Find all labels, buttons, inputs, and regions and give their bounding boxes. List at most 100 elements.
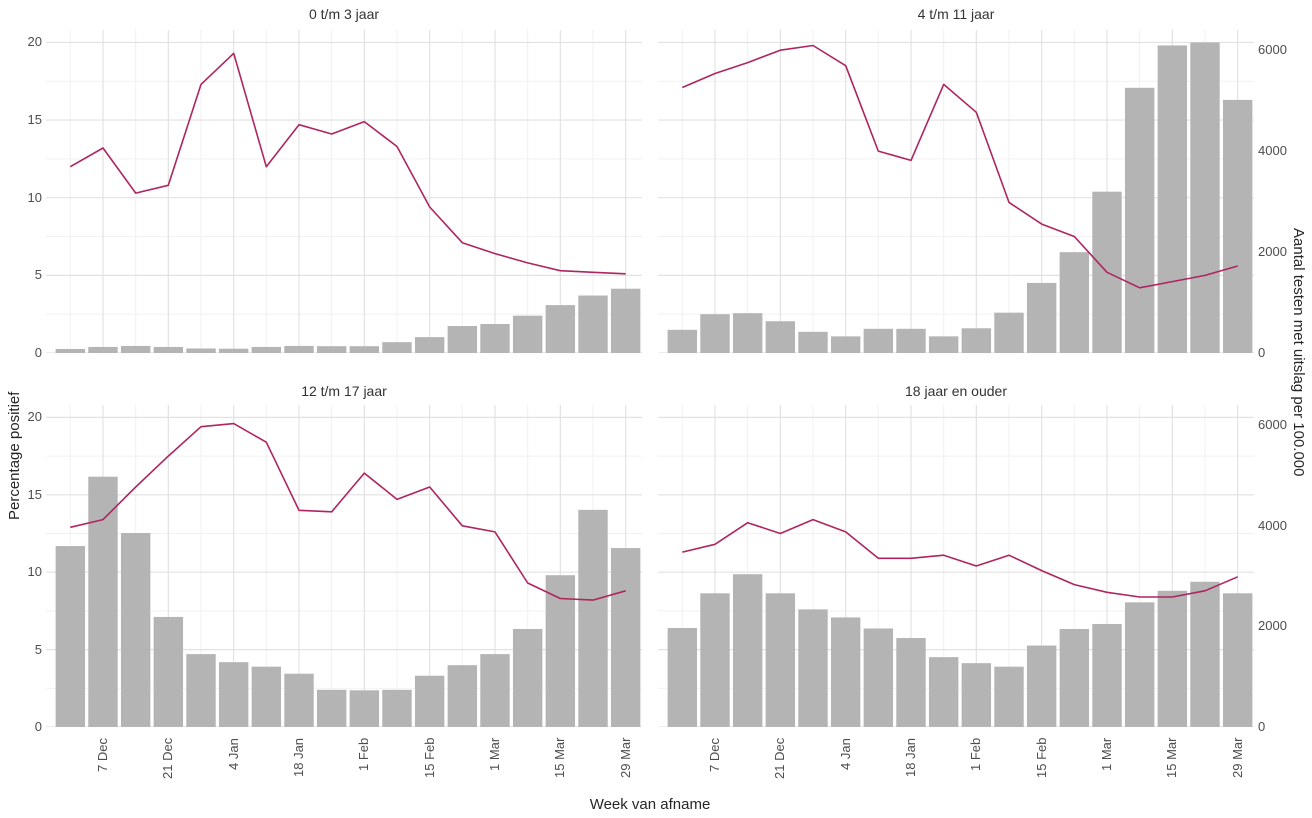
tests-bar [1222, 99, 1253, 353]
tests-bar [961, 663, 992, 727]
tests-bar [382, 342, 412, 353]
y-left-tick-label: 0 [34, 719, 42, 734]
x-tick-label: 21 Dec [772, 738, 787, 780]
tests-bar [1124, 602, 1155, 727]
tests-bar [120, 345, 151, 353]
facet-panel [658, 30, 1254, 353]
tests-bar [545, 305, 576, 353]
panel-plot [46, 405, 642, 727]
tests-bar [512, 315, 543, 353]
tests-bar [284, 345, 314, 353]
y-left-tick-label: 5 [34, 642, 42, 657]
facet-title: 12 t/m 17 jaar [301, 383, 387, 399]
y-right-tick-label: 2000 [1258, 244, 1287, 259]
x-tick-label: 7 Dec [707, 738, 722, 772]
y-right-tick-label: 4000 [1258, 518, 1287, 533]
y-left-tick-label: 5 [34, 267, 42, 282]
pct-positief-line [70, 422, 626, 601]
y-left-tick-label: 15 [27, 112, 42, 127]
x-tick-label: 29 Mar [618, 738, 633, 779]
tests-bar [1190, 42, 1220, 353]
tests-bar [578, 509, 608, 727]
y-left-tick-label: 10 [27, 190, 42, 205]
tests-bar [512, 628, 543, 727]
tests-bar [55, 546, 86, 727]
tests-bar [218, 662, 249, 727]
y-left-tick-label: 0 [34, 345, 42, 360]
tests-bar [765, 593, 796, 727]
y-left-tick-label: 15 [27, 487, 42, 502]
tests-bar [349, 346, 380, 353]
facet-panel [46, 405, 642, 727]
tests-bar [545, 575, 576, 727]
tests-bar [961, 328, 992, 353]
tests-bar [218, 348, 249, 353]
x-tick-label: 15 Feb [422, 738, 437, 779]
tests-bar [447, 326, 478, 353]
tests-bar [1026, 645, 1057, 727]
facet-title: 4 t/m 11 jaar [917, 6, 995, 22]
facet-panel [658, 405, 1254, 727]
pct-positief-line [682, 518, 1239, 598]
tests-bar [382, 689, 412, 727]
tests-bar [1092, 623, 1122, 727]
y-right-tick-label: 0 [1258, 719, 1266, 734]
y-right-tick-label: 4000 [1258, 143, 1287, 158]
tests-bar [480, 654, 510, 727]
tests-bar [700, 593, 730, 727]
x-tick-label: 29 Mar [1230, 738, 1245, 779]
x-tick-label: 18 Jan [903, 738, 918, 778]
x-tick-label: 7 Dec [95, 738, 110, 772]
tests-bar [994, 666, 1024, 727]
tests-bar [414, 337, 445, 353]
x-tick-label: 18 Jan [291, 738, 306, 778]
tests-bar [700, 314, 730, 353]
panel-plot [46, 30, 642, 353]
tests-bar [1222, 593, 1253, 727]
tests-bar [316, 689, 347, 727]
tests-bar [896, 328, 926, 353]
tests-bar [55, 348, 86, 353]
facet-panel [46, 30, 642, 353]
x-tick-label: 15 Mar [1164, 738, 1179, 779]
y-right-tick-label: 6000 [1258, 417, 1287, 432]
tests-bar [896, 638, 926, 727]
tests-bar [830, 336, 861, 353]
tests-bar [414, 675, 445, 727]
y-axis-title-right: Aantal testen met uitslag per 100.000 [1290, 228, 1307, 477]
x-tick-label: 4 Jan [838, 738, 853, 770]
pct-positief-line [681, 44, 1238, 289]
tests-bar [610, 288, 641, 353]
facet-title: 0 t/m 3 jaar [308, 6, 380, 22]
y-right-tick-label: 6000 [1258, 42, 1287, 57]
tests-bar [349, 690, 380, 727]
tests-bar [830, 617, 861, 727]
tests-bar [732, 574, 763, 727]
x-tick-label: 1 Feb [356, 738, 371, 772]
tests-bar [1059, 252, 1090, 353]
tests-bar [863, 328, 894, 353]
tests-bar [316, 346, 347, 353]
tests-bar [994, 312, 1024, 353]
x-tick-label: 21 Dec [160, 738, 175, 780]
y-right-tick-label: 2000 [1258, 618, 1287, 633]
tests-bar [186, 654, 216, 727]
x-tick-label: 15 Feb [1034, 738, 1049, 779]
panel-plot [658, 30, 1254, 353]
tests-bar [863, 628, 894, 727]
tests-bar [1026, 282, 1057, 353]
tests-bar [578, 295, 608, 353]
tests-bar [1157, 590, 1188, 727]
tests-bar [798, 331, 828, 353]
tests-bar [667, 329, 698, 353]
tests-bar [1157, 45, 1188, 353]
tests-bar [186, 348, 216, 353]
tests-bar [153, 616, 184, 727]
x-tick-label: 1 Mar [1099, 738, 1114, 772]
tests-bar [798, 609, 828, 727]
y-left-tick-label: 20 [27, 409, 42, 424]
tests-bar [251, 346, 282, 353]
y-axis-title-left: Percentage positief [6, 391, 23, 520]
pct-positief-line [69, 52, 626, 275]
